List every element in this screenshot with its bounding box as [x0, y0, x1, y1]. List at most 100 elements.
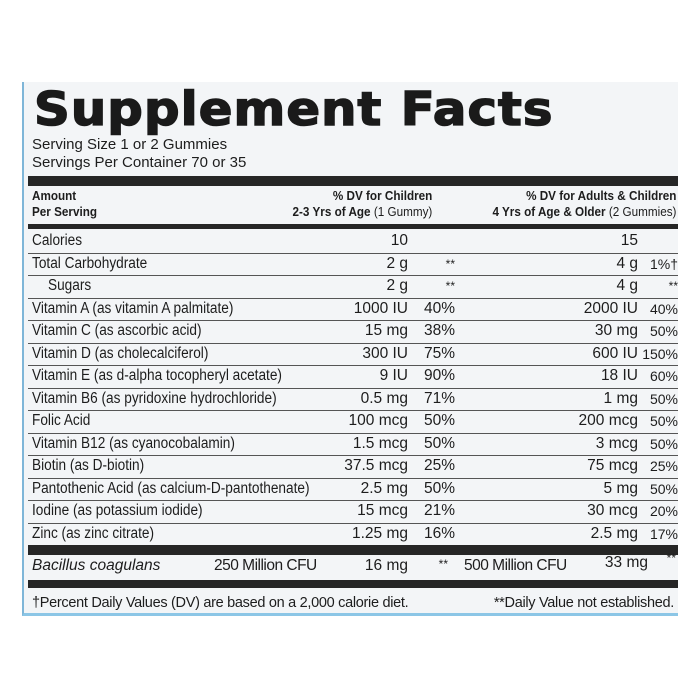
adult-amount: 30 mcg	[587, 502, 638, 519]
servings-per-container: Servings Per Container 70 or 35	[32, 154, 247, 171]
adult-dv: 17%	[649, 525, 678, 542]
divider-bar	[28, 224, 678, 229]
adult-dv: 40%	[649, 300, 678, 317]
nutrient-name: Sugars	[48, 277, 92, 294]
bacillus-child-amount: 16 mg	[364, 557, 408, 574]
nutrient-name: Iodine (as potassium iodide)	[32, 502, 203, 519]
child-amount: 37.5 mcg	[344, 457, 408, 474]
nutrient-name: Calories	[32, 232, 83, 249]
bacillus-adult-dv: **	[666, 551, 676, 565]
table-row: Vitamin B12 (as cyanocobalamin) 1.5 mcg 50…	[28, 433, 678, 456]
child-amount: 1000 IU	[353, 299, 408, 317]
child-amount: 15 mcg	[357, 502, 408, 519]
nutrient-name: Vitamin B6 (as pyridoxine hydrochloride)	[32, 389, 277, 407]
table-row: Vitamin D (as cholecalciferol) 300 IU 75% 6…	[28, 343, 678, 366]
nutrient-name: Vitamin B12 (as cyanocobalamin)	[32, 434, 235, 452]
child-amount: 0.5 mg	[360, 389, 408, 407]
child-dv: **	[445, 279, 455, 293]
adult-amount: 15	[620, 232, 638, 249]
table-row: Folic Acid 100 mcg 50% 200 mcg 50%	[28, 410, 678, 434]
amount-header-line2: Per Serving	[32, 204, 98, 219]
adult-amount: 4 g	[616, 254, 638, 272]
nutrient-name: Vitamin E (as d-alpha tocopheryl acetate…	[32, 367, 282, 384]
adult-amount: 200 mcg	[578, 412, 638, 429]
adult-dv: 25%	[649, 458, 678, 474]
nutrient-name: Pantothenic Acid (as calcium-D-pantothen…	[32, 479, 310, 497]
supplement-facts-label: Supplement Facts Serving Size 1 or 2 Gum…	[22, 81, 678, 616]
adult-amount: 3 mcg	[595, 434, 638, 452]
adults-header: % DV for Adults & Children 4 Yrs of Age …	[492, 188, 676, 220]
table-row: Iodine (as potassium iodide) 15 mcg 21% 30 …	[28, 500, 678, 524]
serving-size: Serving Size 1 or 2 Gummies	[32, 136, 228, 153]
adult-dv: 50%	[649, 323, 678, 339]
table-row: Vitamin A (as vitamin A palmitate) 1000 I…	[28, 298, 678, 321]
child-dv: 90%	[423, 367, 455, 384]
child-amount: 1.5 mcg	[352, 434, 408, 452]
bacillus-row: Bacillus coagulans 250 Million CFU 16 mg…	[28, 551, 678, 579]
nutrient-name: Vitamin D (as cholecalciferol)	[32, 344, 209, 362]
child-dv: 50%	[423, 412, 455, 429]
children-header-line1: % DV for Children	[332, 188, 432, 203]
adult-amount: 18 IU	[600, 367, 638, 384]
amount-header-line1: Amount	[32, 188, 77, 203]
child-dv: 40%	[423, 299, 455, 317]
nutrient-name: Vitamin A (as vitamin A palmitate)	[32, 299, 234, 317]
child-dv: 75%	[423, 344, 455, 362]
child-amount: 100 mcg	[348, 412, 408, 429]
child-amount: 10	[390, 232, 408, 249]
adult-dv: 60%	[649, 368, 678, 384]
adults-age: 4 Yrs of Age & Older	[491, 204, 606, 219]
table-row: Sugars 2 g ** 4 g **	[28, 275, 678, 299]
table-row: Calories 10 15	[28, 230, 678, 254]
bacillus-name: Bacillus coagulans	[32, 557, 161, 574]
adult-dv: 50%	[649, 390, 678, 407]
children-header: % DV for Children 2-3 Yrs of Age (1 Gumm…	[292, 188, 432, 220]
adult-dv: **	[668, 279, 678, 293]
children-age: 2-3 Yrs of Age	[292, 204, 371, 219]
children-serving: (1 Gummy)	[373, 204, 432, 219]
table-row: Pantothenic Acid (as calcium-D-pantothen…	[28, 478, 678, 501]
adult-dv: 150%	[642, 345, 678, 362]
child-amount: 1.25 mg	[351, 524, 408, 542]
adult-amount: 2000 IU	[583, 299, 638, 317]
child-amount: 300 IU	[362, 344, 408, 362]
adult-amount: 5 mg	[603, 479, 638, 497]
adult-dv: 50%	[649, 413, 678, 429]
nutrient-name: Folic Acid	[32, 412, 91, 429]
nutrient-name: Total Carbohydrate	[32, 254, 148, 272]
child-amount: 2 g	[386, 277, 408, 294]
table-row: Total Carbohydrate 2 g ** 4 g 1%†	[28, 253, 678, 276]
bacillus-adult-cfu: 500 Million CFU	[464, 557, 567, 574]
child-dv: **	[445, 256, 455, 271]
child-amount: 15 mg	[364, 322, 408, 339]
adults-header-line1: % DV for Adults & Children	[525, 188, 676, 203]
adult-amount: 4 g	[616, 277, 638, 294]
adult-dv: 1%†	[649, 255, 678, 272]
divider-bar	[28, 580, 678, 588]
amount-header: Amount Per Serving	[32, 188, 97, 220]
child-dv: 50%	[423, 479, 455, 497]
child-dv: 25%	[423, 457, 455, 474]
table-row: Zinc (as zinc citrate) 1.25 mg 16% 2.5 mg 17…	[28, 523, 678, 546]
table-row: Biotin (as D-biotin) 37.5 mcg 25% 75 mcg 25%	[28, 455, 678, 479]
bacillus-child-cfu: 250 Million CFU	[214, 557, 317, 574]
child-amount: 2 g	[386, 254, 408, 272]
bacillus-child-dv: **	[438, 557, 448, 571]
nutrient-name: Zinc (as zinc citrate)	[32, 524, 155, 542]
label-title: Supplement Facts	[33, 81, 554, 137]
footnote-not-established: **Daily Value not established.	[493, 595, 674, 611]
nutrient-name: Vitamin C (as ascorbic acid)	[32, 322, 202, 339]
table-row: Vitamin E (as d-alpha tocopheryl acetate…	[28, 365, 678, 389]
adults-serving: (2 Gummies)	[608, 204, 676, 219]
table-row: Vitamin B6 (as pyridoxine hydrochloride)…	[28, 388, 678, 411]
child-dv: 21%	[423, 502, 455, 519]
adult-dv: 20%	[649, 503, 678, 519]
child-amount: 2.5 mg	[360, 479, 408, 497]
bacillus-adult-amount: 33 mg	[604, 554, 648, 571]
child-dv: 50%	[423, 434, 455, 452]
adult-amount: 75 mcg	[587, 457, 638, 474]
divider-bar	[28, 545, 678, 555]
child-amount: 9 IU	[379, 367, 408, 384]
adult-dv: 50%	[649, 480, 678, 497]
adult-amount: 1 mg	[603, 389, 638, 407]
